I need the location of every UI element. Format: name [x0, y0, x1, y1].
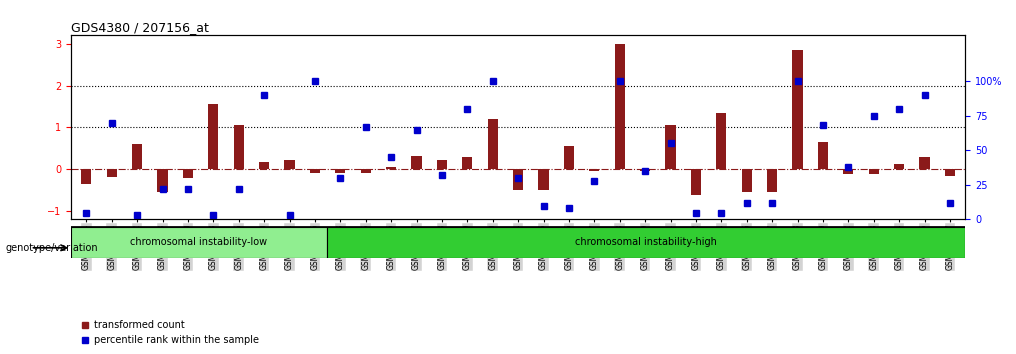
Bar: [843, 169, 853, 174]
Bar: [488, 119, 498, 169]
Text: chromosomal instability-low: chromosomal instability-low: [130, 238, 267, 247]
Bar: [564, 146, 574, 169]
Bar: [81, 169, 91, 184]
FancyBboxPatch shape: [326, 227, 965, 258]
Text: GDS4380 / 207156_at: GDS4380 / 207156_at: [71, 21, 209, 34]
Bar: [361, 169, 371, 173]
Bar: [335, 169, 345, 173]
Bar: [767, 169, 777, 192]
Bar: [742, 169, 752, 192]
Bar: [615, 44, 625, 169]
Bar: [234, 125, 244, 169]
Bar: [513, 169, 523, 190]
Bar: [183, 169, 193, 178]
Bar: [894, 164, 904, 169]
Bar: [640, 169, 650, 171]
Bar: [538, 169, 549, 190]
Bar: [132, 144, 142, 169]
Bar: [208, 104, 218, 169]
Text: genotype/variation: genotype/variation: [5, 243, 98, 253]
Bar: [665, 125, 676, 169]
Bar: [310, 169, 320, 173]
Bar: [259, 162, 269, 169]
Text: chromosomal instability-high: chromosomal instability-high: [575, 238, 717, 247]
Bar: [157, 169, 168, 192]
Bar: [691, 169, 701, 195]
Bar: [818, 142, 828, 169]
Bar: [869, 169, 879, 174]
Bar: [386, 167, 396, 169]
Legend: transformed count, percentile rank within the sample: transformed count, percentile rank withi…: [76, 316, 263, 349]
FancyBboxPatch shape: [71, 227, 326, 258]
Bar: [437, 160, 447, 169]
Bar: [107, 169, 117, 177]
Bar: [919, 157, 930, 169]
Bar: [462, 157, 472, 169]
Bar: [589, 169, 599, 171]
Bar: [792, 50, 803, 169]
Bar: [284, 160, 295, 169]
Bar: [411, 156, 422, 169]
Bar: [716, 113, 726, 169]
Bar: [945, 169, 955, 176]
